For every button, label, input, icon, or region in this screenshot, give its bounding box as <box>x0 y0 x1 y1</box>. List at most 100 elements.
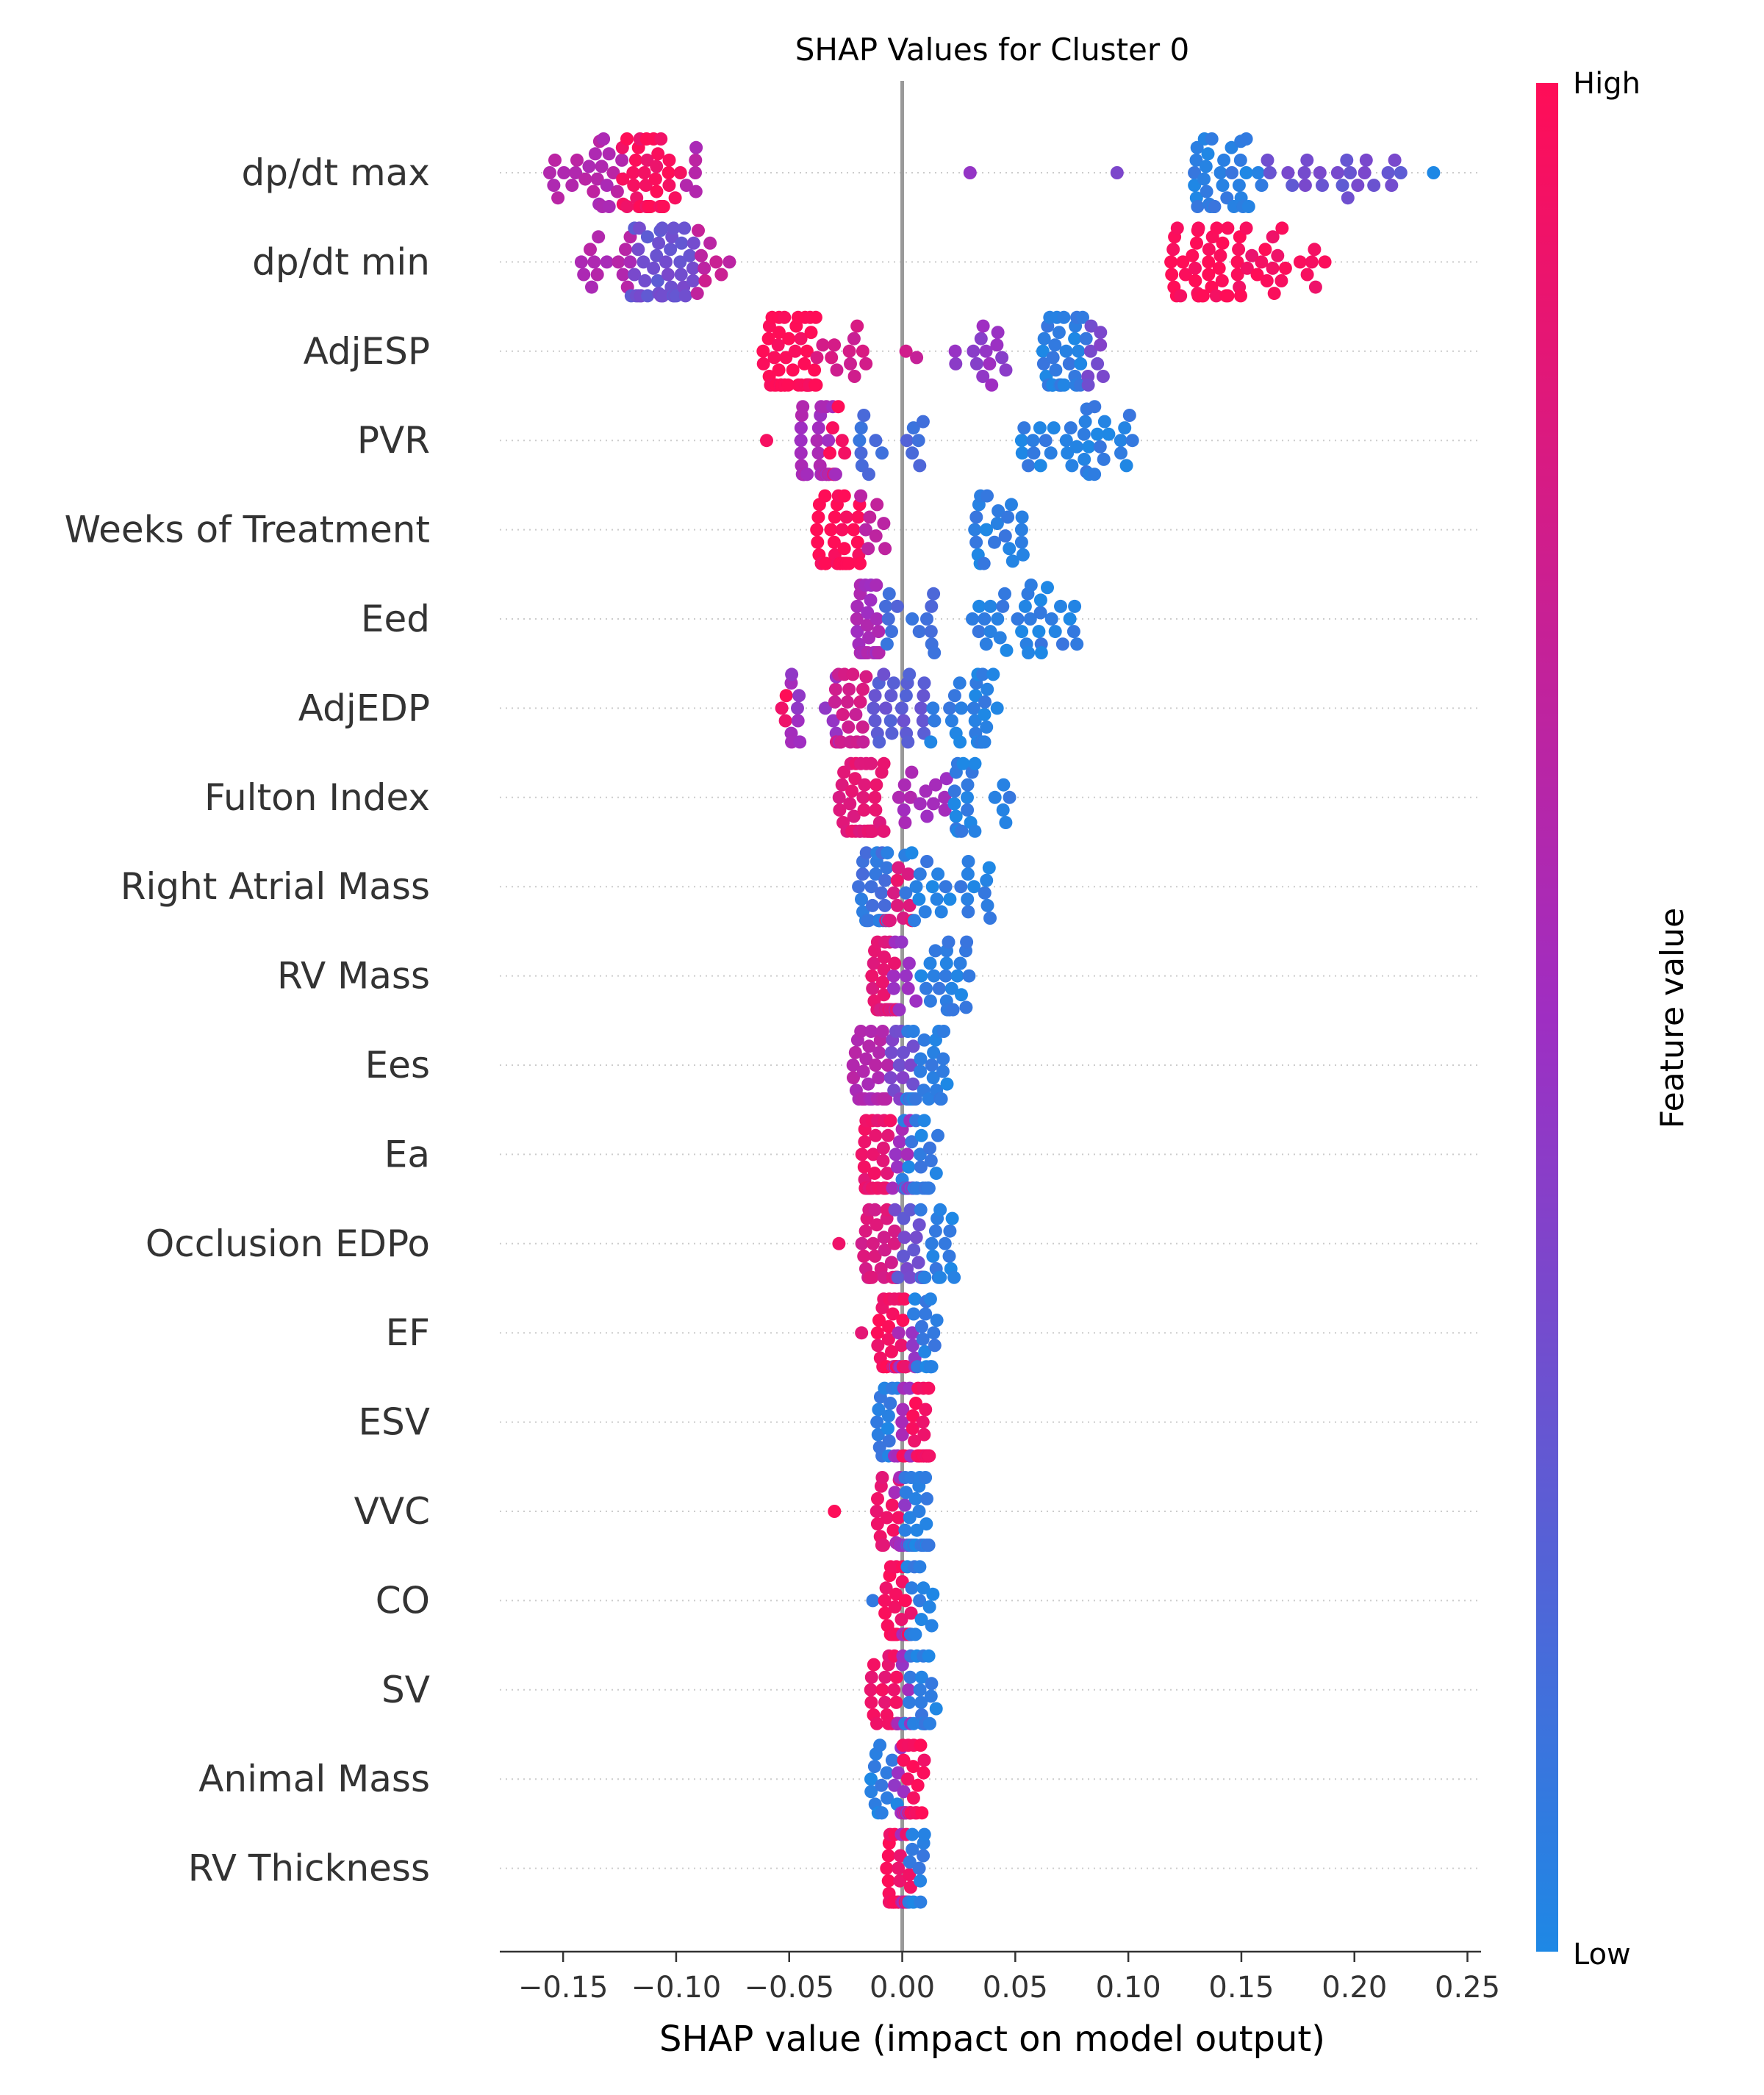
shap-point <box>796 400 810 414</box>
shap-point <box>968 714 982 728</box>
shap-point <box>855 1147 869 1161</box>
shap-point <box>1033 421 1047 435</box>
shap-point <box>868 689 882 703</box>
shap-point <box>656 200 670 213</box>
shap-point <box>906 1760 920 1774</box>
shap-point <box>893 1849 907 1863</box>
shap-point <box>897 1045 910 1059</box>
shap-point <box>911 1778 925 1792</box>
shap-point <box>1227 200 1241 213</box>
shap-point <box>936 1064 950 1078</box>
shap-point <box>1015 510 1029 524</box>
shap-point <box>1215 274 1229 287</box>
shap-point <box>992 504 1005 518</box>
shap-point <box>1313 166 1327 179</box>
shap-point <box>867 1658 881 1672</box>
shap-point <box>919 1403 933 1417</box>
feature-label: Ees <box>365 1044 430 1086</box>
shap-point <box>908 914 921 928</box>
shap-point <box>862 1039 876 1053</box>
shap-point <box>914 1052 928 1066</box>
shap-point <box>910 1523 924 1537</box>
x-tick-label: 0.00 <box>870 1971 935 2005</box>
shap-point <box>925 880 939 894</box>
shap-point <box>870 1415 884 1429</box>
shap-point <box>847 523 861 537</box>
shap-point <box>828 468 842 481</box>
shap-point <box>875 1683 889 1697</box>
shap-point <box>832 790 846 804</box>
shap-point <box>920 809 934 823</box>
shap-point <box>648 172 662 186</box>
shap-point <box>912 1861 926 1875</box>
shap-point <box>918 1344 932 1358</box>
shap-point <box>927 1045 941 1059</box>
shap-point <box>993 631 1007 645</box>
shap-point <box>889 1147 903 1161</box>
shap-point <box>933 1203 947 1217</box>
shap-point <box>683 248 697 262</box>
shap-point <box>811 535 825 549</box>
shap-point <box>877 756 891 770</box>
x-axis-label: SHAP value (impact on model output) <box>659 2019 1325 2060</box>
shap-point <box>850 612 864 626</box>
shap-point <box>972 625 986 639</box>
shap-point <box>864 1670 878 1684</box>
row-gridlines <box>500 172 1481 1869</box>
shap-point <box>1341 191 1355 205</box>
shap-point <box>927 1326 941 1340</box>
shap-point <box>859 1052 873 1066</box>
shap-point <box>1308 243 1322 257</box>
shap-point <box>869 867 883 881</box>
shap-point <box>928 646 942 659</box>
shap-point <box>919 784 933 798</box>
shap-point <box>610 185 624 198</box>
shap-point <box>590 268 604 282</box>
shap-point <box>881 1791 894 1805</box>
shap-point <box>884 689 898 703</box>
shap-point <box>864 1695 878 1709</box>
shap-point <box>980 523 993 537</box>
shap-point <box>881 1849 895 1863</box>
shap-point <box>824 523 838 537</box>
shap-point <box>662 166 675 179</box>
shap-point <box>917 1753 931 1767</box>
shap-point <box>932 981 946 995</box>
shap-point <box>857 1249 871 1263</box>
shap-point <box>761 332 775 345</box>
shap-point <box>919 1517 933 1531</box>
shap-point <box>678 221 692 235</box>
shap-point <box>913 459 927 473</box>
shap-point <box>885 1498 899 1512</box>
shap-point <box>969 510 983 524</box>
feature-label: dp/dt max <box>242 151 431 194</box>
shap-point <box>923 1141 936 1155</box>
colorbar <box>1536 83 1558 1952</box>
shap-point <box>659 255 673 269</box>
shap-point <box>1033 593 1047 607</box>
shap-point <box>872 1314 886 1328</box>
shap-point <box>1024 579 1038 592</box>
shap-point <box>896 1403 910 1417</box>
x-tick-label: −0.05 <box>744 1971 834 2005</box>
shap-point <box>1234 289 1247 303</box>
shap-point <box>877 667 891 681</box>
shap-point <box>843 797 857 811</box>
shap-point <box>1266 230 1280 244</box>
shap-point <box>949 357 963 370</box>
shap-point <box>616 172 630 186</box>
shap-point <box>778 714 792 728</box>
shap-point <box>903 790 917 804</box>
feature-label: SV <box>381 1669 430 1711</box>
shap-point <box>945 1211 959 1225</box>
shap-point <box>791 701 804 715</box>
shap-point <box>923 956 937 970</box>
shap-point <box>875 1025 889 1038</box>
shap-point <box>858 1224 872 1238</box>
shap-point <box>909 1231 923 1245</box>
shap-point <box>620 200 634 213</box>
shap-point <box>884 1256 898 1269</box>
shap-point <box>892 861 906 875</box>
shap-point <box>914 1203 928 1217</box>
